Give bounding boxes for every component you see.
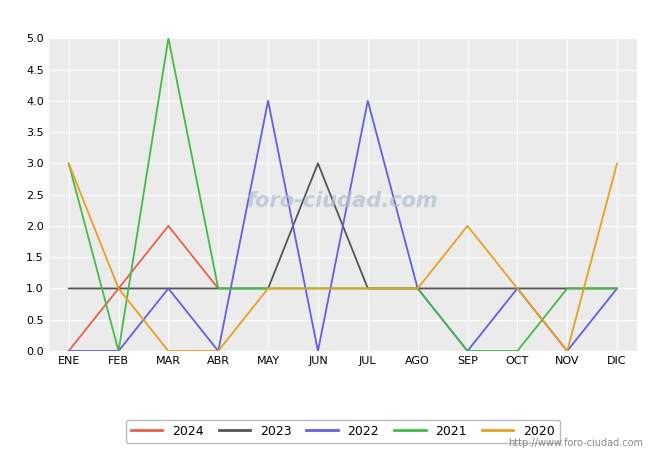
- 2020: [214, 348, 222, 354]
- 2022: [214, 348, 222, 354]
- 2021: [214, 286, 222, 291]
- Line: 2022: 2022: [69, 101, 617, 351]
- Line: 2024: 2024: [69, 226, 218, 351]
- 2020: [314, 286, 322, 291]
- Text: Matriculaciones de Vehiculos en Crespià: Matriculaciones de Vehiculos en Crespià: [158, 8, 492, 26]
- 2022: [65, 348, 73, 354]
- Line: 2021: 2021: [69, 38, 617, 351]
- 2023: [414, 286, 422, 291]
- 2020: [164, 348, 172, 354]
- 2023: [364, 286, 372, 291]
- 2022: [114, 348, 122, 354]
- 2020: [414, 286, 422, 291]
- 2023: [65, 286, 73, 291]
- 2021: [613, 286, 621, 291]
- Line: 2023: 2023: [69, 163, 617, 288]
- 2022: [613, 286, 621, 291]
- 2024: [65, 348, 73, 354]
- 2023: [564, 286, 571, 291]
- 2022: [414, 286, 422, 291]
- 2023: [214, 286, 222, 291]
- 2020: [564, 348, 571, 354]
- 2022: [264, 98, 272, 104]
- 2020: [65, 161, 73, 166]
- 2021: [264, 286, 272, 291]
- 2022: [164, 286, 172, 291]
- Legend: 2024, 2023, 2022, 2021, 2020: 2024, 2023, 2022, 2021, 2020: [125, 420, 560, 443]
- 2021: [514, 348, 521, 354]
- 2021: [564, 286, 571, 291]
- 2023: [463, 286, 471, 291]
- 2022: [463, 348, 471, 354]
- 2021: [364, 286, 372, 291]
- 2020: [264, 286, 272, 291]
- Text: foro-ciudad.com: foro-ciudad.com: [247, 191, 439, 211]
- 2021: [314, 286, 322, 291]
- 2023: [114, 286, 122, 291]
- 2022: [514, 286, 521, 291]
- 2021: [164, 36, 172, 41]
- 2020: [364, 286, 372, 291]
- 2023: [613, 286, 621, 291]
- 2023: [514, 286, 521, 291]
- 2020: [463, 223, 471, 229]
- Line: 2020: 2020: [69, 163, 617, 351]
- 2023: [164, 286, 172, 291]
- 2024: [114, 286, 122, 291]
- 2020: [613, 161, 621, 166]
- Text: http://www.foro-ciudad.com: http://www.foro-ciudad.com: [508, 438, 644, 448]
- 2022: [564, 348, 571, 354]
- 2020: [114, 286, 122, 291]
- 2023: [314, 161, 322, 166]
- 2020: [514, 286, 521, 291]
- 2021: [65, 161, 73, 166]
- 2021: [414, 286, 422, 291]
- 2024: [164, 223, 172, 229]
- 2024: [214, 286, 222, 291]
- 2021: [463, 348, 471, 354]
- 2022: [314, 348, 322, 354]
- 2023: [264, 286, 272, 291]
- 2021: [114, 348, 122, 354]
- 2022: [364, 98, 372, 104]
